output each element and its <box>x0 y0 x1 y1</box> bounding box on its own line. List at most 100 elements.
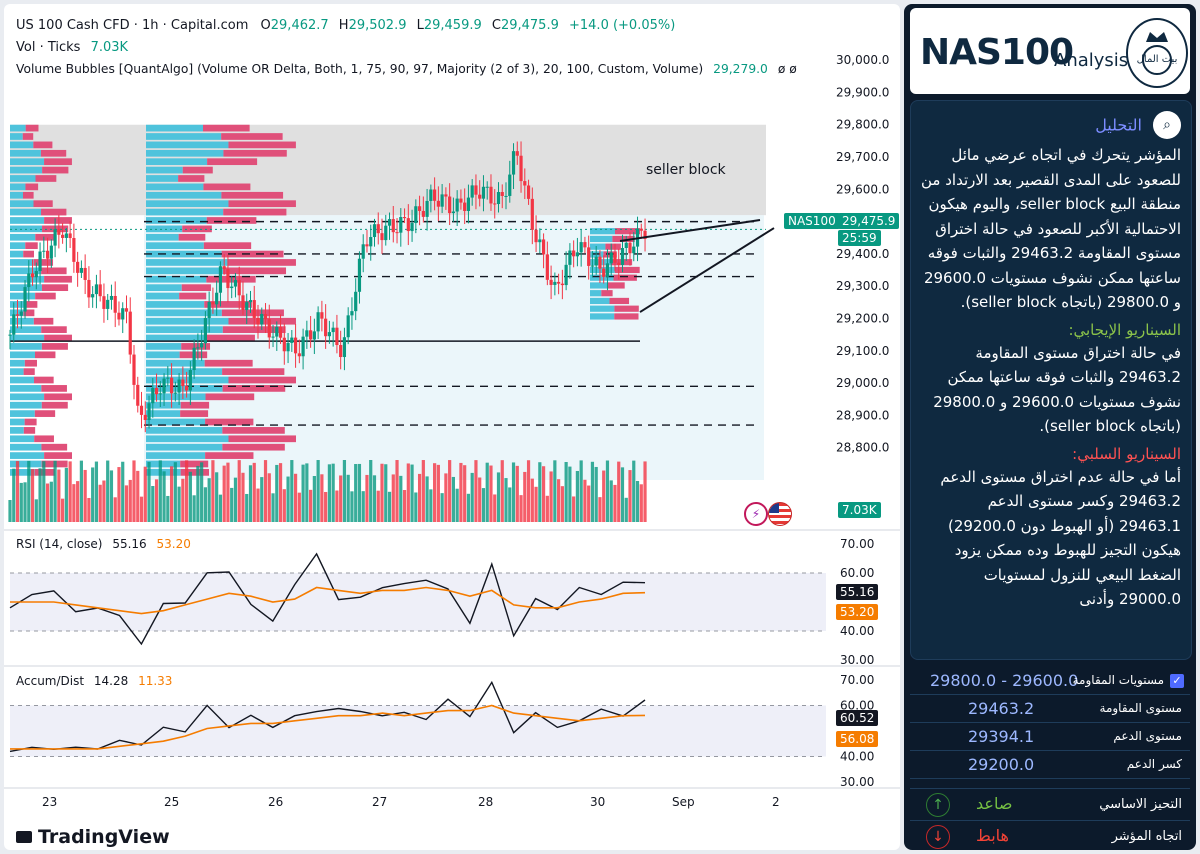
candle-body <box>448 196 452 214</box>
tradingview-logo[interactable]: TradingView <box>16 826 170 848</box>
price-axis-label: 29,900.0 <box>836 85 889 99</box>
candle-body <box>207 302 211 319</box>
candle-body <box>440 194 444 207</box>
volume-profile-left-buy-bar <box>10 275 45 283</box>
candle-body <box>45 250 50 259</box>
candle-body <box>372 224 377 238</box>
volume-bar <box>444 473 448 522</box>
candle-body <box>523 181 527 186</box>
candle-body <box>203 318 207 344</box>
volume-bar <box>425 476 429 522</box>
volume-bar <box>64 467 68 522</box>
chart-header-line: US 100 Cash CFD · 1h · Capital.com O29,4… <box>16 18 675 33</box>
volume-bar <box>463 465 467 522</box>
volume-profile-left-sell-bar <box>23 427 36 434</box>
volume-profile-right-sell-bar <box>605 243 621 250</box>
rsi-ma-value: 53.20 <box>156 537 191 551</box>
candle-body <box>538 239 542 243</box>
volume-bar <box>301 464 305 522</box>
volume-bar <box>391 474 395 522</box>
volume-bar <box>305 463 309 522</box>
volume-bar <box>87 497 91 522</box>
volume-bar <box>357 463 362 522</box>
candle-body <box>354 291 358 312</box>
candle-body <box>124 308 129 312</box>
lightning-icon[interactable]: ⚡ <box>744 502 768 526</box>
volume-profile-left-sell-bar <box>24 359 37 367</box>
volume-profile-mid-buy-bar <box>146 317 229 325</box>
volume-profile-left-buy-bar <box>10 233 36 241</box>
candle-body <box>290 337 294 343</box>
candle-body <box>177 379 181 393</box>
level-value: 29394.1 <box>968 727 1035 746</box>
triangle-upper-line <box>619 219 761 242</box>
candle-body <box>474 185 478 195</box>
volume-profile-mid-buy-bar <box>146 326 223 333</box>
symbol-tag: NAS100 <box>784 213 840 229</box>
checkbox-checked-icon[interactable]: ✓ <box>1170 674 1184 688</box>
candle-body <box>324 318 328 337</box>
volume-bar <box>474 460 478 522</box>
volume-profile-left-sell-bar <box>33 259 54 266</box>
volume-profile-right-buy-bar <box>590 313 615 320</box>
candle-body <box>617 262 621 265</box>
volume-profile-mid-buy-bar <box>146 435 229 443</box>
volume-profile-mid-sell-bar <box>228 259 296 266</box>
volume-bar <box>316 460 320 522</box>
volume-profile-left-buy-bar <box>10 401 42 409</box>
volume-profile-left-buy-bar <box>10 183 26 191</box>
chart-canvas[interactable]: 30,000.0 29,900.0 29,800.0 29,700.0 29,600.0… <box>4 4 900 850</box>
volume-bar <box>102 480 106 522</box>
volume-profile-mid-sell-bar <box>180 460 209 468</box>
candle-body <box>305 330 309 337</box>
volume-bar <box>181 478 185 522</box>
indicator-header: Volume Bubbles [QuantAlgo] (Volume OR De… <box>16 62 797 76</box>
volume-profile-right-buy-bar <box>590 290 602 297</box>
volume-label[interactable]: Vol · Ticks <box>16 40 81 55</box>
volume-bar <box>534 486 538 522</box>
tradingview-logo-text: TradingView <box>38 826 170 848</box>
symbol-info[interactable]: US 100 Cash CFD · 1h · Capital.com <box>16 18 249 33</box>
volume-profile-left-buy-bar <box>10 393 45 401</box>
candle-body <box>61 234 65 238</box>
price-axis-label: 29,100.0 <box>836 344 889 358</box>
volume-bar <box>45 483 50 522</box>
triangle-lower-line <box>639 227 775 313</box>
volume-profile-left-sell-bar <box>35 233 57 241</box>
volume-profile-mid-buy-bar <box>146 200 229 208</box>
price-axis-label: 29,800.0 <box>836 118 889 132</box>
rsi-axis-label: 40.00 <box>840 624 874 638</box>
us-flag-icon[interactable] <box>768 502 792 526</box>
volume-bar <box>481 488 486 522</box>
chart-panel[interactable]: 30,000.0 29,900.0 29,800.0 29,700.0 29,600.0… <box>4 4 900 850</box>
candle-body <box>455 198 459 212</box>
volume-bar <box>361 491 365 522</box>
volume-bar <box>196 465 200 522</box>
price-axis-label: 29,000.0 <box>836 376 889 390</box>
volume-profile-mid-buy-bar <box>146 351 180 359</box>
candle-body <box>158 393 162 395</box>
candle-body <box>38 251 42 272</box>
volume-bar <box>192 495 196 522</box>
volume-tag: 7.03K <box>838 502 881 518</box>
ad-label[interactable]: Accum/Dist <box>16 674 85 688</box>
volume-bar <box>523 471 527 522</box>
volume-bar <box>549 471 553 522</box>
ad-line-tag: 60.52 <box>836 710 879 726</box>
volume-profile-mid-buy-bar <box>146 217 207 224</box>
candle-body <box>410 223 414 232</box>
volume-bar <box>8 500 12 522</box>
volume-profile-left-sell-bar <box>34 351 56 359</box>
volume-profile-left-sell-bar <box>25 242 38 250</box>
volume-profile-mid-sell-bar <box>178 233 206 241</box>
candle-body <box>132 354 136 385</box>
candle-body <box>248 300 253 303</box>
candle-body <box>376 224 380 234</box>
indicator-label[interactable]: Volume Bubbles [QuantAlgo] (Volume OR De… <box>16 62 704 76</box>
volume-profile-left-sell-bar <box>41 267 67 275</box>
volume-bar <box>263 460 268 522</box>
open-value: 29,462.7 <box>270 18 329 33</box>
candle-body <box>57 229 61 235</box>
rsi-label[interactable]: RSI (14, close) <box>16 537 103 551</box>
ad-header: Accum/Dist 14.28 11.33 <box>16 674 172 688</box>
